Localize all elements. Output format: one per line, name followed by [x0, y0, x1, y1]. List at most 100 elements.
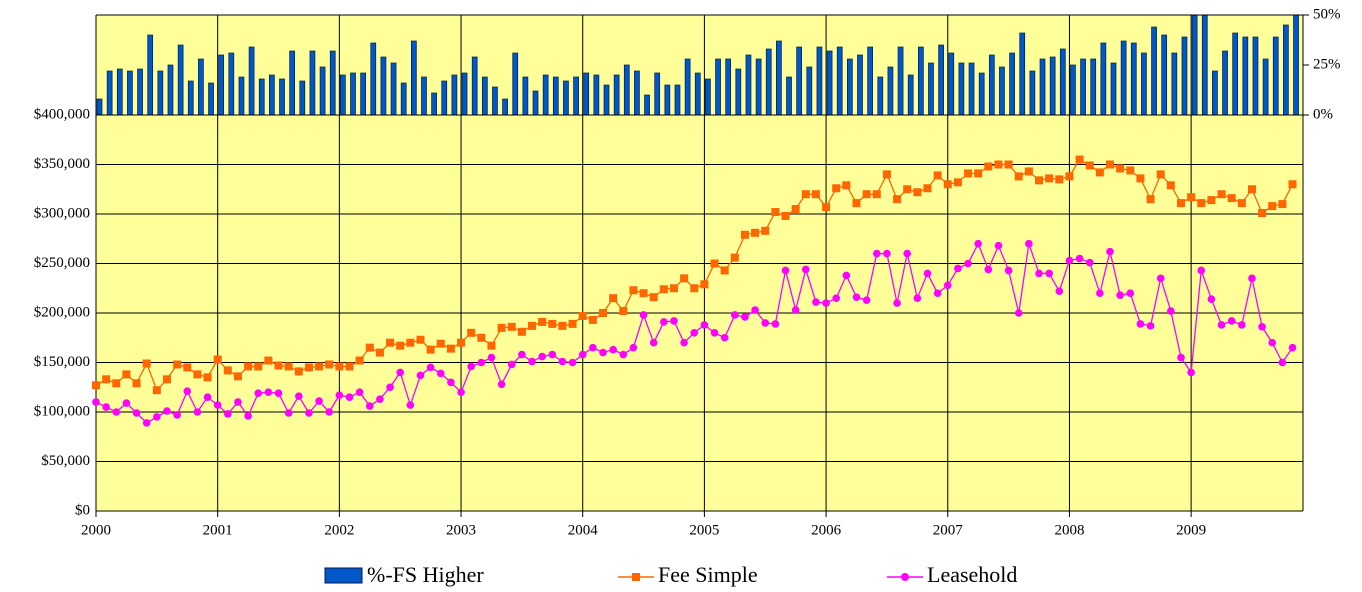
point	[305, 409, 313, 417]
point	[822, 203, 831, 212]
point	[1278, 200, 1287, 209]
bar	[735, 68, 742, 116]
point	[700, 280, 709, 289]
point	[517, 327, 526, 336]
point	[1238, 321, 1246, 329]
point	[457, 388, 465, 397]
bar	[400, 82, 407, 116]
point	[1116, 164, 1125, 173]
point	[781, 266, 790, 275]
bar	[603, 84, 610, 116]
point	[690, 329, 699, 337]
legend-label: Leasehold	[927, 562, 1017, 587]
point	[538, 317, 547, 326]
point	[1045, 174, 1054, 183]
point	[416, 371, 425, 380]
bar	[157, 70, 164, 116]
x-tick-label: 2005	[689, 522, 719, 538]
bar	[340, 74, 346, 116]
point	[132, 409, 141, 417]
point	[862, 190, 871, 199]
bar	[593, 74, 600, 116]
bar	[1110, 62, 1117, 116]
y-tick-label: $400,000	[34, 106, 90, 122]
point	[619, 350, 628, 359]
point	[558, 357, 567, 366]
point	[1014, 172, 1023, 181]
point	[467, 362, 475, 371]
point	[1248, 274, 1256, 283]
point	[274, 389, 283, 397]
point	[335, 391, 344, 399]
point	[325, 408, 334, 416]
point	[497, 323, 506, 332]
bar	[978, 72, 985, 116]
point	[1126, 289, 1135, 298]
point	[568, 358, 577, 367]
point	[244, 412, 252, 420]
y-tick-label: $350,000	[34, 156, 90, 172]
bar	[451, 74, 458, 116]
bar	[1171, 52, 1178, 116]
point	[528, 321, 537, 330]
point	[680, 274, 689, 283]
point	[162, 375, 171, 384]
point	[295, 392, 303, 400]
y-tick-label: $200,000	[34, 304, 90, 320]
legend-marker	[901, 573, 909, 581]
point	[893, 299, 901, 307]
bar	[776, 40, 782, 116]
point	[203, 393, 212, 401]
point	[477, 358, 486, 367]
point	[1065, 256, 1074, 265]
bar	[948, 52, 955, 116]
point	[933, 171, 942, 180]
point	[274, 361, 283, 370]
bar	[492, 86, 498, 116]
bar	[512, 52, 519, 116]
bar	[1272, 36, 1279, 116]
bar	[705, 78, 711, 116]
point	[223, 366, 232, 375]
point	[173, 411, 181, 419]
x-tick-label: 2000	[81, 522, 111, 538]
point	[599, 348, 607, 357]
bar	[1293, 14, 1299, 116]
point	[1177, 353, 1185, 362]
bar	[786, 76, 792, 116]
point	[811, 190, 820, 199]
point	[92, 381, 100, 390]
bar	[552, 76, 559, 116]
point	[1268, 338, 1277, 347]
bar	[1141, 52, 1147, 116]
x-tick-label: 2004	[568, 522, 599, 538]
point	[923, 184, 932, 193]
bar	[1151, 26, 1157, 116]
point	[112, 379, 121, 388]
point	[852, 199, 861, 208]
legend-swatch	[324, 567, 363, 584]
point	[193, 408, 202, 416]
point	[639, 289, 648, 298]
point	[1167, 307, 1175, 315]
point	[1187, 193, 1196, 202]
bar	[755, 58, 762, 116]
point	[507, 322, 516, 331]
bar	[1222, 50, 1228, 116]
bar	[421, 76, 427, 116]
bar	[1242, 36, 1249, 116]
bar	[116, 68, 123, 116]
point	[923, 269, 932, 278]
point	[1116, 291, 1124, 299]
point	[1055, 287, 1064, 296]
bar	[796, 46, 803, 116]
point	[1146, 322, 1155, 330]
point	[862, 296, 871, 304]
point	[913, 294, 922, 302]
bar	[1120, 40, 1127, 116]
point	[872, 190, 881, 199]
bar	[350, 72, 356, 116]
bar	[1191, 14, 1198, 116]
point	[801, 190, 810, 199]
